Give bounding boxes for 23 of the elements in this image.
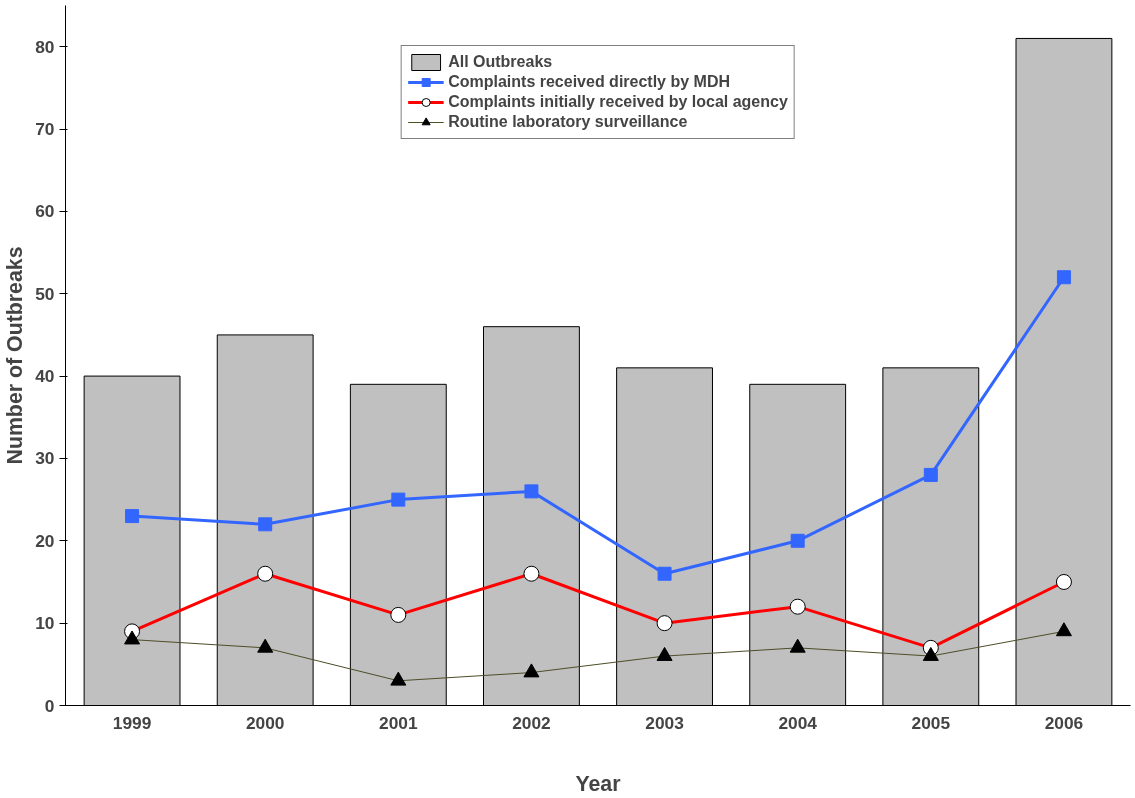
legend-label: All Outbreaks	[448, 52, 553, 72]
y-tick-label: 20	[35, 530, 55, 551]
y-tick-label: 60	[35, 201, 55, 222]
y-tick-label: 10	[35, 613, 55, 634]
legend-label: Complaints initially received by local agency	[448, 92, 788, 112]
x-tick-label: 2006	[1044, 712, 1084, 733]
x-tick-label: 2001	[379, 712, 418, 733]
legend-label: Complaints received directly by MDH	[448, 72, 731, 92]
y-tick-label: 0	[44, 695, 55, 716]
x-tick-label: 2002	[512, 712, 551, 733]
y-tick-label: 80	[35, 36, 55, 57]
legend-label: Routine laboratory surveillance	[448, 112, 688, 132]
x-tick-label: 2000	[245, 712, 285, 733]
x-tick-label: 2004	[778, 712, 818, 733]
x-tick-label: 1999	[112, 712, 152, 733]
x-tick-label: 2003	[645, 712, 685, 733]
y-tick-label: 30	[35, 448, 55, 469]
y-tick-label: 50	[35, 283, 55, 304]
y-tick-label: 40	[35, 366, 55, 387]
y-tick-label: 70	[35, 119, 55, 140]
x-axis-title: Year	[575, 771, 621, 796]
y-axis-title: Number of Outbreaks	[3, 246, 28, 465]
x-tick-label: 2005	[911, 712, 951, 733]
